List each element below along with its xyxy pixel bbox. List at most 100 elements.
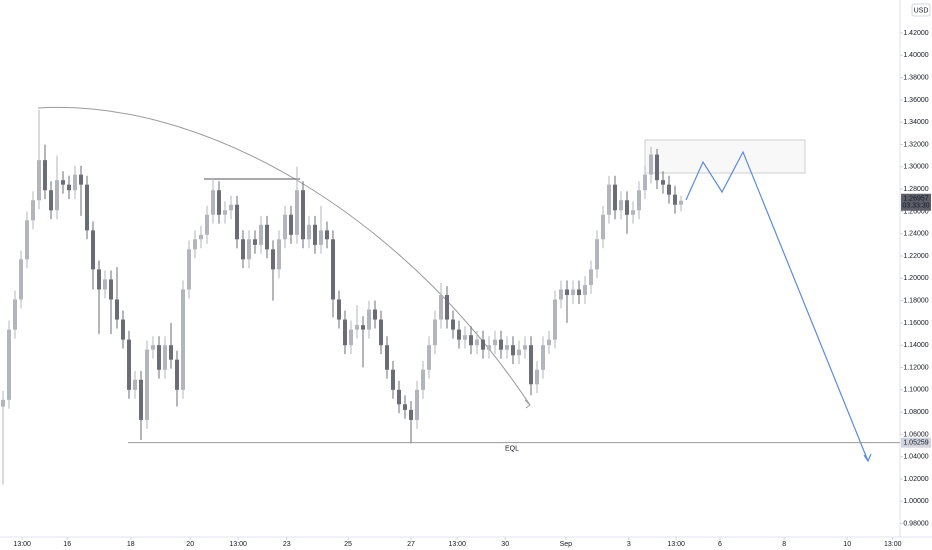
y-tick-label: 1.18000 — [903, 297, 928, 304]
y-tick-label: 1.14000 — [903, 342, 928, 349]
x-tick-label: 13:00 — [229, 541, 247, 548]
candle-body — [13, 299, 17, 330]
candle-body — [625, 200, 629, 215]
candle-body — [229, 204, 233, 211]
candle-body — [445, 295, 449, 320]
candle-body — [151, 345, 155, 350]
y-tick-label: 1.00000 — [903, 498, 928, 505]
candle-body — [331, 239, 335, 300]
candle-body — [529, 345, 533, 385]
currency-label: USD — [914, 7, 929, 14]
candle-body — [217, 190, 221, 215]
candle-body — [547, 339, 551, 346]
candle-body — [127, 339, 131, 390]
candle-body — [403, 404, 407, 410]
y-tick-label: 1.40000 — [903, 52, 928, 59]
candle-body — [91, 230, 95, 270]
candle-body — [385, 345, 389, 370]
candle-body — [163, 345, 167, 370]
candle-body — [649, 154, 653, 175]
y-tick-label: 1.02000 — [903, 476, 928, 483]
eql-price-box — [901, 437, 931, 448]
candle-body — [607, 184, 611, 215]
candle-body — [205, 214, 209, 235]
candle-body — [193, 239, 197, 250]
y-tick-label: 1.06000 — [903, 431, 928, 438]
y-tick-label: 1.26000 — [903, 208, 928, 215]
candle-body — [397, 389, 401, 405]
x-tick-label: 23 — [283, 541, 291, 548]
candle-body — [553, 299, 557, 340]
candle-body — [355, 325, 359, 330]
y-tick-label: 1.34000 — [903, 119, 928, 126]
candle-body — [145, 349, 149, 420]
candle-body — [499, 339, 503, 350]
candle-body — [25, 220, 29, 260]
candle-body — [565, 289, 569, 296]
candle-body — [187, 249, 191, 290]
y-tick-label: 1.22000 — [903, 253, 928, 260]
candle-body — [679, 200, 683, 205]
countdown-label: 03:33:30 — [902, 203, 929, 210]
candle-body — [451, 319, 455, 330]
candle-body — [589, 269, 593, 286]
candle-body — [271, 249, 275, 270]
y-tick-label: 1.38000 — [903, 74, 928, 81]
candle-body — [265, 224, 269, 250]
x-tick-label: 27 — [407, 541, 415, 548]
candle-body — [289, 214, 293, 235]
candle-body — [475, 339, 479, 346]
y-tick-label: 1.08000 — [903, 409, 928, 416]
candle-body — [67, 184, 71, 191]
candle-body — [7, 329, 11, 400]
candle-body — [427, 345, 431, 370]
y-tick-label: 1.12000 — [903, 364, 928, 371]
x-tick-label: 13:00 — [448, 541, 466, 548]
x-tick-label: 25 — [344, 541, 352, 548]
x-tick-label: 3 — [627, 541, 631, 548]
candle-body — [469, 335, 473, 346]
candle-body — [367, 309, 371, 330]
y-tick-label: 1.28000 — [903, 186, 928, 193]
projection-path — [685, 150, 869, 462]
candle-body — [673, 194, 677, 205]
candle-body — [61, 180, 65, 185]
candle-body — [31, 200, 35, 221]
y-tick-label: 1.04000 — [903, 454, 928, 461]
candle-body — [583, 285, 587, 296]
candle-body — [505, 345, 509, 350]
candle-body — [19, 259, 23, 300]
x-tick-label: 13:00 — [884, 541, 902, 548]
candle-body — [211, 190, 215, 215]
candle-body — [433, 319, 437, 346]
y-tick-label: 1.32000 — [903, 141, 928, 148]
candle-body — [511, 345, 515, 356]
candle-body — [295, 190, 299, 235]
x-tick-label: 6 — [718, 541, 722, 548]
candle-body — [457, 329, 461, 340]
candle-body — [493, 339, 497, 346]
candle-body — [391, 369, 395, 390]
drawings — [37, 106, 872, 463]
y-tick-label: 1.24000 — [903, 231, 928, 238]
x-tick-label: 20 — [186, 541, 194, 548]
candle-body — [595, 239, 599, 270]
candle-body — [637, 190, 641, 211]
candle-body — [409, 409, 413, 420]
candle-body — [277, 239, 281, 270]
curve-drawing — [37, 106, 531, 406]
x-tick-label: 10 — [843, 541, 851, 548]
candle-body — [343, 319, 347, 346]
candle-body — [643, 174, 647, 191]
x-tick-label: 13:00 — [13, 541, 31, 548]
y-tick-label: 1.16000 — [903, 320, 928, 327]
candle-body — [85, 184, 89, 231]
candle-body — [97, 269, 101, 290]
projection-arrowhead — [863, 453, 872, 463]
x-tick-label: 30 — [501, 541, 509, 548]
candle-body — [631, 210, 635, 215]
current-price-box — [901, 193, 931, 211]
y-tick-label: 1.36000 — [903, 97, 928, 104]
candle-body — [559, 289, 563, 300]
candle-body — [415, 389, 419, 420]
